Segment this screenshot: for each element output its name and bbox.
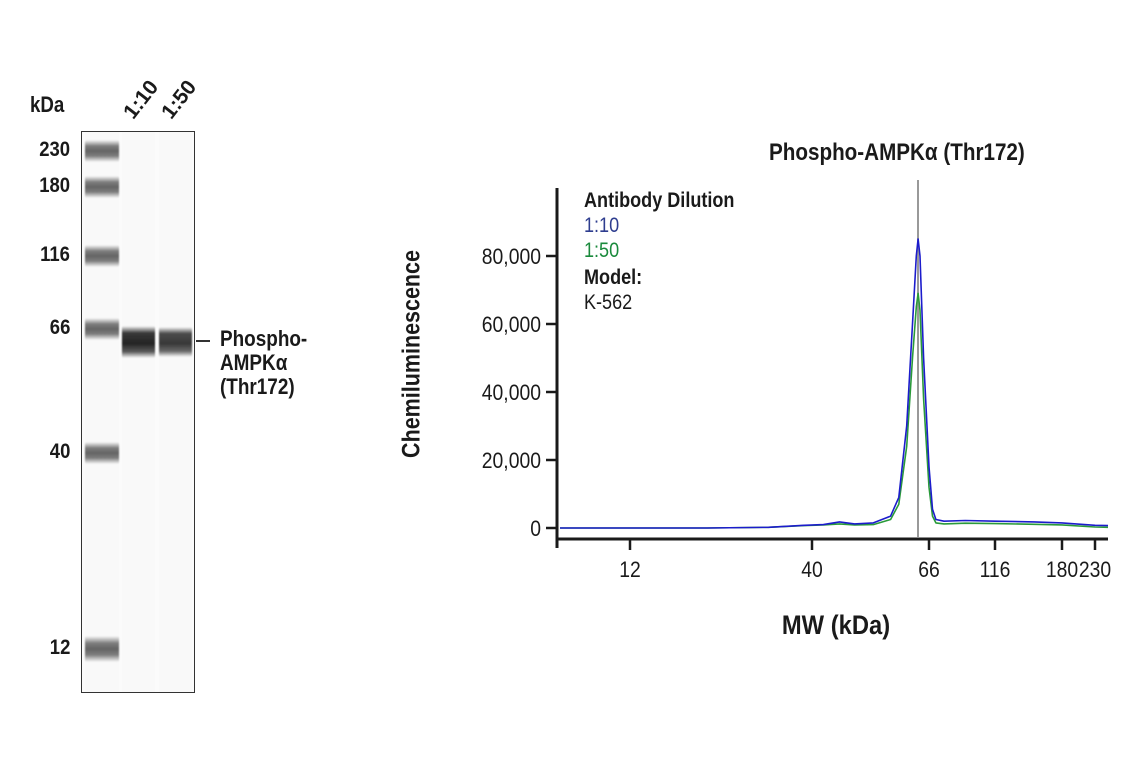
marker-label-230: 230 <box>39 138 70 161</box>
marker-label-116: 116 <box>40 243 70 266</box>
legend-model-value: K-562 <box>584 291 633 314</box>
legend-model-label: Model: <box>584 266 643 289</box>
ladder-band <box>85 245 119 267</box>
ladder-band <box>85 442 119 464</box>
target-label: Phospho- AMPKα (Thr172) <box>220 327 307 399</box>
y-tick-label: 60,000 <box>482 313 541 337</box>
gel-unit-label: kDa <box>30 92 65 117</box>
chart-title: Phospho-AMPKα (Thr172) <box>769 139 1025 166</box>
sample-band <box>159 327 192 357</box>
x-tick-label: 66 <box>918 558 940 582</box>
x-tick-label: 40 <box>801 558 823 582</box>
sample-lane-2 <box>159 132 192 692</box>
sample-band <box>122 326 155 358</box>
legend-title: Antibody Dilution <box>584 189 735 212</box>
ladder-lane <box>85 132 119 692</box>
x-axis-label: MW (kDa) <box>781 610 891 640</box>
y-tick-label: 80,000 <box>482 245 541 269</box>
marker-label-180: 180 <box>39 174 70 197</box>
series-line-1-10 <box>560 238 1109 529</box>
sample-lane-1 <box>122 132 155 692</box>
series-line-1-50 <box>560 292 1109 529</box>
ladder-band <box>85 140 119 162</box>
y-tick-label: 0 <box>530 517 541 541</box>
marker-label-12: 12 <box>49 636 70 659</box>
target-label-line: AMPKα <box>220 350 288 375</box>
ladder-band <box>85 176 119 198</box>
y-tick-label: 20,000 <box>482 449 541 473</box>
target-label-line: (Thr172) <box>220 374 295 399</box>
gel-image <box>81 131 195 693</box>
y-tick-label: 40,000 <box>482 381 541 405</box>
target-label-line: Phospho- <box>220 326 308 351</box>
x-tick-label: 230 <box>1079 558 1111 582</box>
legend-entry-1-50: 1:50 <box>584 239 620 262</box>
marker-label-66: 66 <box>49 316 70 339</box>
target-indicator-tick <box>196 340 210 342</box>
x-tick-label: 180 <box>1046 558 1078 582</box>
ladder-band <box>85 318 119 340</box>
ladder-band <box>85 636 119 662</box>
y-axis-label: Chemiluminescence <box>397 250 426 458</box>
legend-entry-1-10: 1:10 <box>584 214 620 237</box>
x-tick-label: 116 <box>980 558 1011 582</box>
chart-legend: Antibody Dilution 1:10 1:50 Model: K-562 <box>584 188 759 315</box>
x-tick-label: 12 <box>619 558 641 582</box>
marker-label-40: 40 <box>49 440 70 463</box>
